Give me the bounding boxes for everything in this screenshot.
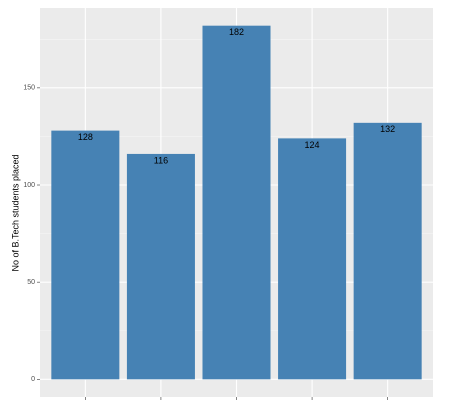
y-tick-label: 150 [23, 85, 35, 92]
value-label: 132 [380, 124, 395, 134]
bar [353, 122, 422, 380]
y-tick-label: 0 [31, 376, 35, 383]
value-label: 182 [229, 27, 244, 37]
value-label: 116 [154, 155, 168, 165]
bar [126, 153, 195, 380]
value-label: 128 [78, 132, 93, 142]
bar [278, 138, 347, 380]
y-tick-label: 100 [23, 182, 35, 189]
bar [202, 25, 271, 380]
value-label: 124 [305, 140, 320, 150]
bar [51, 130, 120, 380]
y-axis-title: No of B.Tech students placed [10, 154, 20, 271]
y-tick-label: 50 [27, 279, 35, 286]
